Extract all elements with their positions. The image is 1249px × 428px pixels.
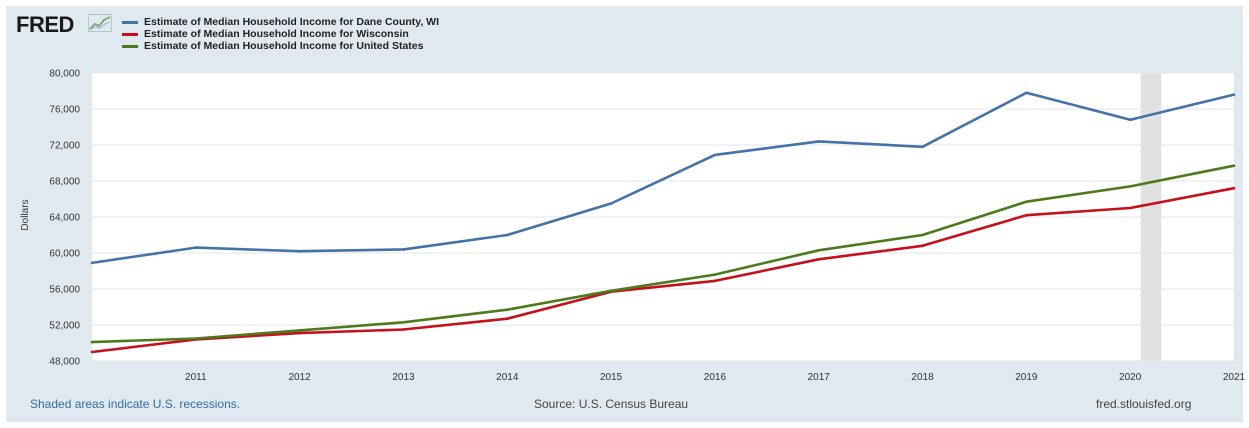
- legend-label-us: Estimate of Median Household Income for …: [144, 40, 424, 52]
- x-tick-label-2020: 2020: [1119, 372, 1142, 383]
- data-point-dane-2016: [713, 153, 717, 157]
- x-tick-label-2012: 2012: [289, 372, 312, 383]
- data-point-us-2019: [1025, 200, 1028, 203]
- data-point-us-2013: [402, 321, 405, 324]
- data-point-dane-2013: [402, 248, 405, 251]
- data-point-us-2016: [713, 273, 717, 276]
- data-point-dane-2021: [1232, 93, 1236, 96]
- y-tick-label-3: 60,000: [49, 249, 80, 260]
- x-tick-label-2017: 2017: [808, 372, 831, 383]
- data-point-wisconsin-2017: [817, 258, 821, 261]
- data-point-dane-2011: [194, 246, 198, 249]
- data-point-us-2021: [1232, 164, 1236, 167]
- legend-label-wisconsin: Estimate of Median Household Income for …: [144, 28, 409, 40]
- y-axis-title: Dollars: [20, 199, 31, 230]
- x-tick-label-2014: 2014: [496, 372, 519, 383]
- y-tick-label-6: 72,000: [49, 141, 80, 152]
- data-point-wisconsin-2018: [921, 244, 924, 248]
- y-tick-label-5: 68,000: [49, 177, 80, 188]
- y-tick-label-7: 76,000: [49, 105, 80, 116]
- data-point-dane-2019: [1025, 91, 1028, 95]
- data-point-wisconsin-2020: [1128, 206, 1132, 210]
- x-tick-label-2016: 2016: [704, 372, 727, 383]
- data-point-us-2015: [609, 289, 613, 293]
- x-tick-label-2015: 2015: [600, 372, 623, 383]
- legend-item-wisconsin[interactable]: Estimate of Median Household Income for …: [122, 28, 439, 40]
- x-tick-label-2013: 2013: [392, 372, 415, 383]
- data-point-wisconsin-2019: [1025, 213, 1028, 217]
- fred-sparkline-icon: [88, 14, 112, 32]
- data-point-wisconsin-2012: [298, 331, 301, 335]
- legend-item-us[interactable]: Estimate of Median Household Income for …: [122, 40, 439, 52]
- data-point-dane-2014: [505, 233, 509, 237]
- y-tick-label-8: 80,000: [49, 69, 80, 80]
- source-text: Source: U.S. Census Bureau: [534, 397, 689, 411]
- data-point-wisconsin-2021: [1232, 186, 1236, 190]
- series-line-wisconsin: [91, 186, 1235, 354]
- y-tick-label-4: 64,000: [49, 213, 80, 224]
- series-line-us: [91, 164, 1235, 344]
- data-point-dane-2010: [90, 261, 94, 265]
- y-tick-label-1: 52,000: [49, 321, 80, 332]
- x-tick-label-2018: 2018: [911, 372, 934, 383]
- data-point-wisconsin-2013: [402, 328, 405, 331]
- legend-label-dane: Estimate of Median Household Income for …: [144, 16, 439, 28]
- data-point-us-2017: [817, 249, 821, 252]
- site-link[interactable]: fred.stlouisfed.org: [1096, 397, 1192, 411]
- y-tick-label-0: 48,000: [49, 357, 80, 368]
- data-point-wisconsin-2014: [505, 317, 509, 321]
- grid-layer: [92, 72, 1234, 362]
- legend-item-dane[interactable]: Estimate of Median Household Income for …: [122, 16, 439, 28]
- data-point-dane-2015: [609, 202, 613, 205]
- legend-swatch-wisconsin: [122, 32, 138, 36]
- series-line-dane: [91, 91, 1235, 265]
- data-point-dane-2018: [921, 145, 924, 149]
- series-layer: [90, 91, 1236, 354]
- chart-legend: Estimate of Median Household Income for …: [122, 16, 439, 52]
- data-point-us-2018: [921, 233, 924, 237]
- data-point-dane-2020: [1128, 118, 1132, 122]
- data-point-us-2010: [90, 340, 94, 344]
- legend-swatch-us: [122, 44, 138, 48]
- data-point-wisconsin-2016: [713, 279, 717, 283]
- x-tick-label-2011: 2011: [185, 372, 207, 383]
- data-point-us-2014: [505, 308, 509, 312]
- axis-layer: 48,000 52,000 56,000 60,000 64,000 68,000 72,0…: [49, 69, 1245, 384]
- x-tick-label-2021: 2021: [1223, 372, 1246, 383]
- fred-logo[interactable]: FRED: [16, 12, 74, 37]
- recessions-note-link[interactable]: Shaded areas indicate U.S. recessions.: [30, 397, 241, 411]
- data-point-wisconsin-2010: [90, 350, 94, 354]
- data-point-us-2020: [1128, 185, 1132, 188]
- legend-swatch-dane: [122, 20, 138, 24]
- data-point-us-2011: [194, 337, 198, 340]
- y-tick-label-2: 56,000: [49, 285, 80, 296]
- data-point-us-2012: [298, 329, 301, 332]
- data-point-dane-2017: [817, 140, 821, 143]
- x-tick-label-2019: 2019: [1015, 372, 1038, 383]
- data-point-dane-2012: [298, 249, 301, 253]
